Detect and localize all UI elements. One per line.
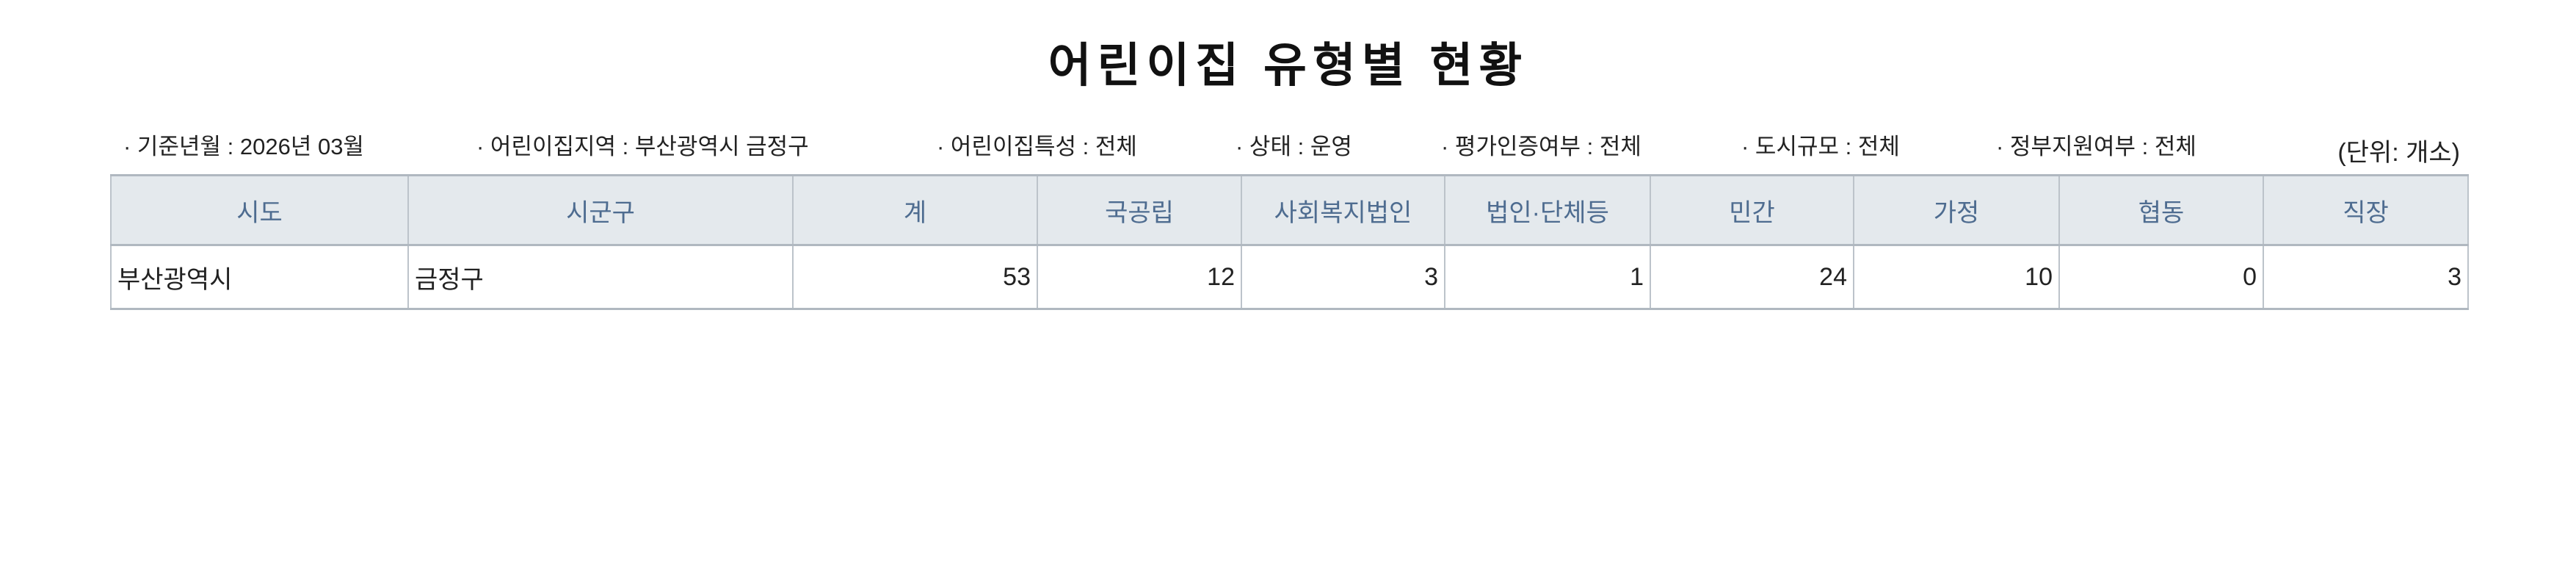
header-public: 국공립 (1037, 174, 1242, 246)
filter-base-month: · 기준년월 : 2026년 03월 (123, 134, 364, 159)
header-cooperative: 협동 (2058, 174, 2264, 246)
cell-public: 12 (1037, 244, 1242, 310)
header-sigungu: 시군구 (407, 174, 794, 246)
filter-characteristic: · 어린이집특성 : 전체 (937, 134, 1137, 159)
cell-workplace: 3 (2263, 244, 2469, 310)
header-total: 계 (792, 174, 1038, 246)
table-row: 부산광역시 금정구 53 12 3 1 24 10 0 3 (110, 244, 2469, 310)
cell-sigungu: 금정구 (407, 244, 794, 310)
filter-gov-support: · 정부지원여부 : 전체 (1996, 134, 2196, 159)
unit-label: (단위: 개소) (2337, 139, 2460, 167)
filter-city-size: · 도시규모 : 전체 (1741, 134, 1900, 159)
header-sido: 시도 (110, 174, 409, 246)
cell-home: 10 (1853, 244, 2060, 310)
page-title: 어린이집 유형별 현황 (1048, 39, 1528, 92)
header-private: 민간 (1650, 174, 1854, 246)
cell-cooperative: 0 (2058, 244, 2264, 310)
cell-social-welfare: 3 (1241, 244, 1445, 310)
filter-status: · 상태 : 운영 (1236, 134, 1352, 159)
cell-private: 24 (1650, 244, 1854, 310)
cell-total: 53 (792, 244, 1038, 310)
cell-sido: 부산광역시 (110, 244, 409, 310)
daycare-type-table: 시도 시군구 계 국공립 사회복지법인 법인·단체등 민간 가정 협동 직장 부… (110, 174, 2469, 310)
cell-corporation: 1 (1444, 244, 1651, 310)
header-social-welfare: 사회복지법인 (1241, 174, 1445, 246)
filter-region: · 어린이집지역 : 부산광역시 금정구 (476, 134, 809, 159)
header-home: 가정 (1853, 174, 2060, 246)
header-corporation: 법인·단체등 (1444, 174, 1651, 246)
filter-accreditation: · 평가인증여부 : 전체 (1441, 134, 1641, 159)
table-header-row: 시도 시군구 계 국공립 사회복지법인 법인·단체등 민간 가정 협동 직장 (110, 174, 2469, 246)
header-workplace: 직장 (2263, 174, 2469, 246)
